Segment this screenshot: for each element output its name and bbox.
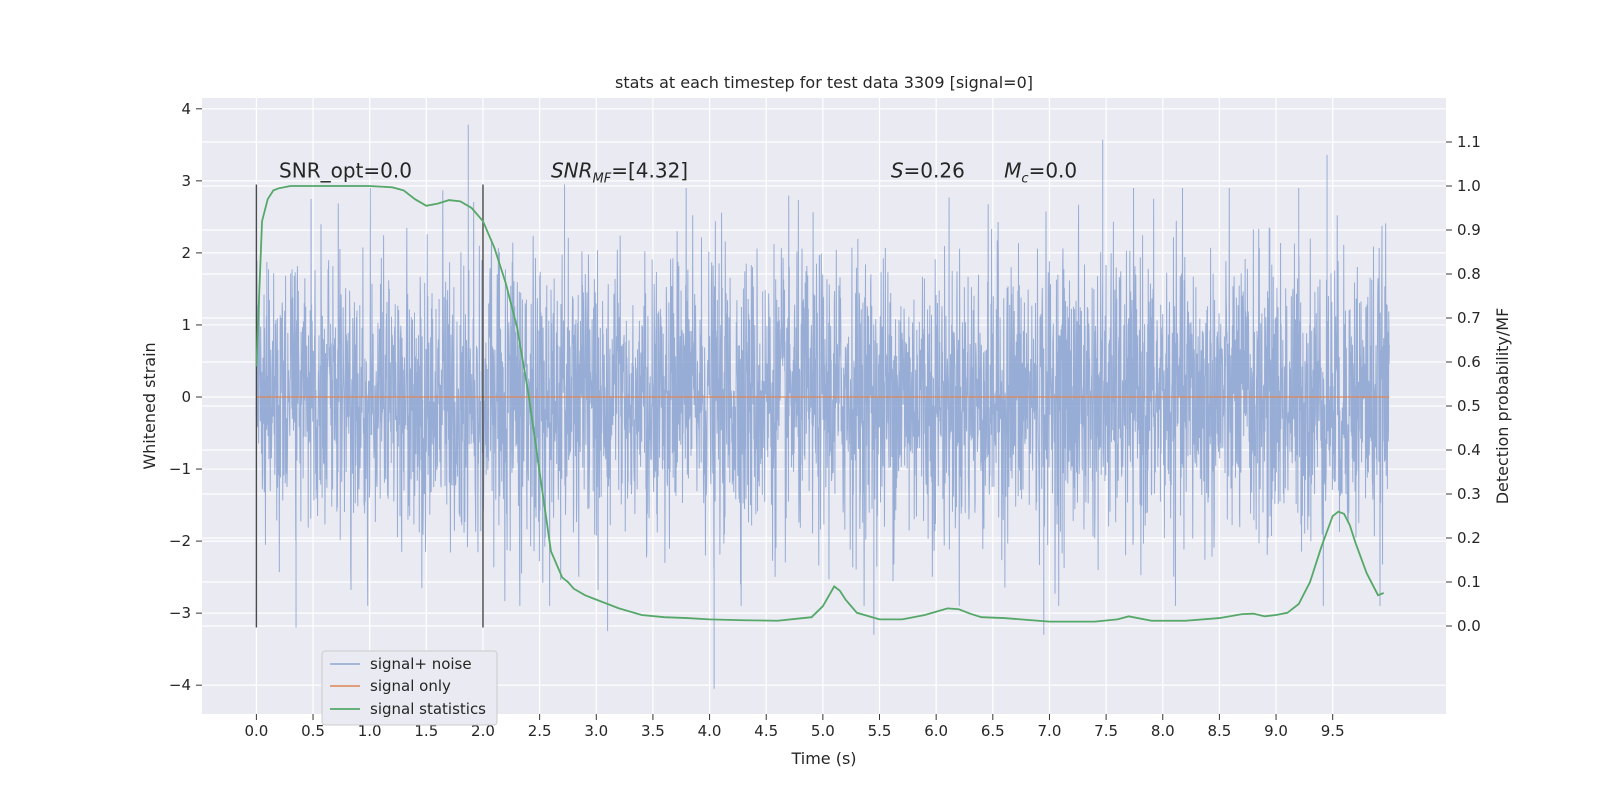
y-right-tick-label: 0.5 xyxy=(1457,397,1481,415)
y-left-tick-label: −3 xyxy=(169,604,191,622)
x-tick-label: 2.0 xyxy=(471,722,495,740)
y-left-tick-label: 0 xyxy=(181,388,191,406)
x-tick-label: 7.5 xyxy=(1094,722,1118,740)
x-tick-label: 5.5 xyxy=(868,722,892,740)
x-tick-label: 8.0 xyxy=(1151,722,1175,740)
annotation-subscript: c xyxy=(1021,171,1028,186)
x-tick-label: 6.0 xyxy=(924,722,948,740)
y-left-axis-ticks: −4 −3 −2 −1 0 1 2 3 4 xyxy=(169,100,202,694)
noise-series xyxy=(255,124,1390,689)
y-left-axis-label: Whitened strain xyxy=(140,342,159,469)
y-left-tick-label: 1 xyxy=(181,316,191,334)
legend-box xyxy=(321,650,498,726)
y-right-tick-label: 0.1 xyxy=(1457,573,1481,591)
x-tick-label: 0.0 xyxy=(244,722,268,740)
annotations: SNR_opt=0.0 SNRMF=[4.32] S=0.26 Mc=0.0 xyxy=(279,158,1077,186)
x-tick-label: 1.0 xyxy=(358,722,382,740)
y-left-tick-label: 3 xyxy=(181,172,191,190)
legend-label-noise: signal+ noise xyxy=(370,655,472,673)
y-right-tick-label: 0.3 xyxy=(1457,485,1481,503)
x-tick-label: 9.0 xyxy=(1264,722,1288,740)
x-tick-label: 8.5 xyxy=(1207,722,1231,740)
x-tick-label: 2.5 xyxy=(528,722,552,740)
x-axis-ticks: 0.0 0.5 1.0 1.5 2.0 2.5 3.0 3.5 4.0 4.5 5.0 5.5 6.0 6… xyxy=(244,714,1345,740)
y-left-tick-label: −1 xyxy=(169,460,191,478)
y-right-tick-label: 0.6 xyxy=(1457,353,1481,371)
y-right-tick-label: 0.8 xyxy=(1457,265,1481,283)
annotation-value: =0.26 xyxy=(904,158,965,182)
annotation-subscript: MF xyxy=(593,171,612,186)
y-right-tick-label: 1.0 xyxy=(1457,177,1481,195)
noise-trace xyxy=(255,124,1390,689)
x-tick-label: 6.5 xyxy=(981,722,1005,740)
y-right-axis-ticks: 0.0 0.1 0.2 0.3 0.4 0.5 0.6 0.7 0.8 0.9 1.0 1.1 xyxy=(1446,133,1481,635)
statistics-line xyxy=(255,185,1385,623)
vertical-markers xyxy=(255,184,484,628)
x-tick-label: 5.0 xyxy=(811,722,835,740)
x-tick-label: 1.5 xyxy=(414,722,438,740)
annotation-2: S=0.26 xyxy=(891,158,965,182)
x-tick-label: 3.0 xyxy=(584,722,608,740)
y-left-tick-label: 2 xyxy=(181,244,191,262)
y-left-tick-label: −2 xyxy=(169,532,191,550)
annotation-symbol: SNR xyxy=(551,158,593,182)
x-tick-label: 9.5 xyxy=(1321,722,1345,740)
x-tick-label: 7.0 xyxy=(1038,722,1062,740)
y-right-axis-label: Detection probability/MF xyxy=(1493,308,1512,505)
x-axis-label: Time (s) xyxy=(790,749,856,768)
y-right-tick-label: 0.0 xyxy=(1457,617,1481,635)
annotation-3: Mc=0.0 xyxy=(1004,158,1077,186)
y-right-tick-label: 0.9 xyxy=(1457,221,1481,239)
legend: signal+ noise signal only signal statist… xyxy=(321,650,498,726)
signal-statistics-series xyxy=(255,185,1385,623)
y-right-tick-label: 1.1 xyxy=(1457,133,1481,151)
annotation-value: =0.0 xyxy=(1029,158,1078,182)
chart-title: stats at each timestep for test data 330… xyxy=(615,73,1033,92)
annotation-symbol: M xyxy=(1004,158,1021,182)
x-tick-label: 4.0 xyxy=(698,722,722,740)
annotation-symbol: S xyxy=(891,158,904,182)
y-right-tick-label: 0.2 xyxy=(1457,529,1481,547)
y-left-tick-label: 4 xyxy=(181,100,191,118)
legend-label-statistics: signal statistics xyxy=(370,700,486,718)
annotation-1: SNRMF=[4.32] xyxy=(551,158,688,186)
x-tick-label: 0.5 xyxy=(301,722,325,740)
y-right-tick-label: 0.4 xyxy=(1457,441,1481,459)
y-left-tick-label: −4 xyxy=(169,676,191,694)
x-tick-label: 4.5 xyxy=(754,722,778,740)
annotation-value: =[4.32] xyxy=(611,158,688,182)
annotation-0: SNR_opt=0.0 xyxy=(279,158,412,182)
y-right-tick-label: 0.7 xyxy=(1457,309,1481,327)
x-tick-label: 3.5 xyxy=(641,722,665,740)
legend-label-signal-only: signal only xyxy=(370,677,451,695)
